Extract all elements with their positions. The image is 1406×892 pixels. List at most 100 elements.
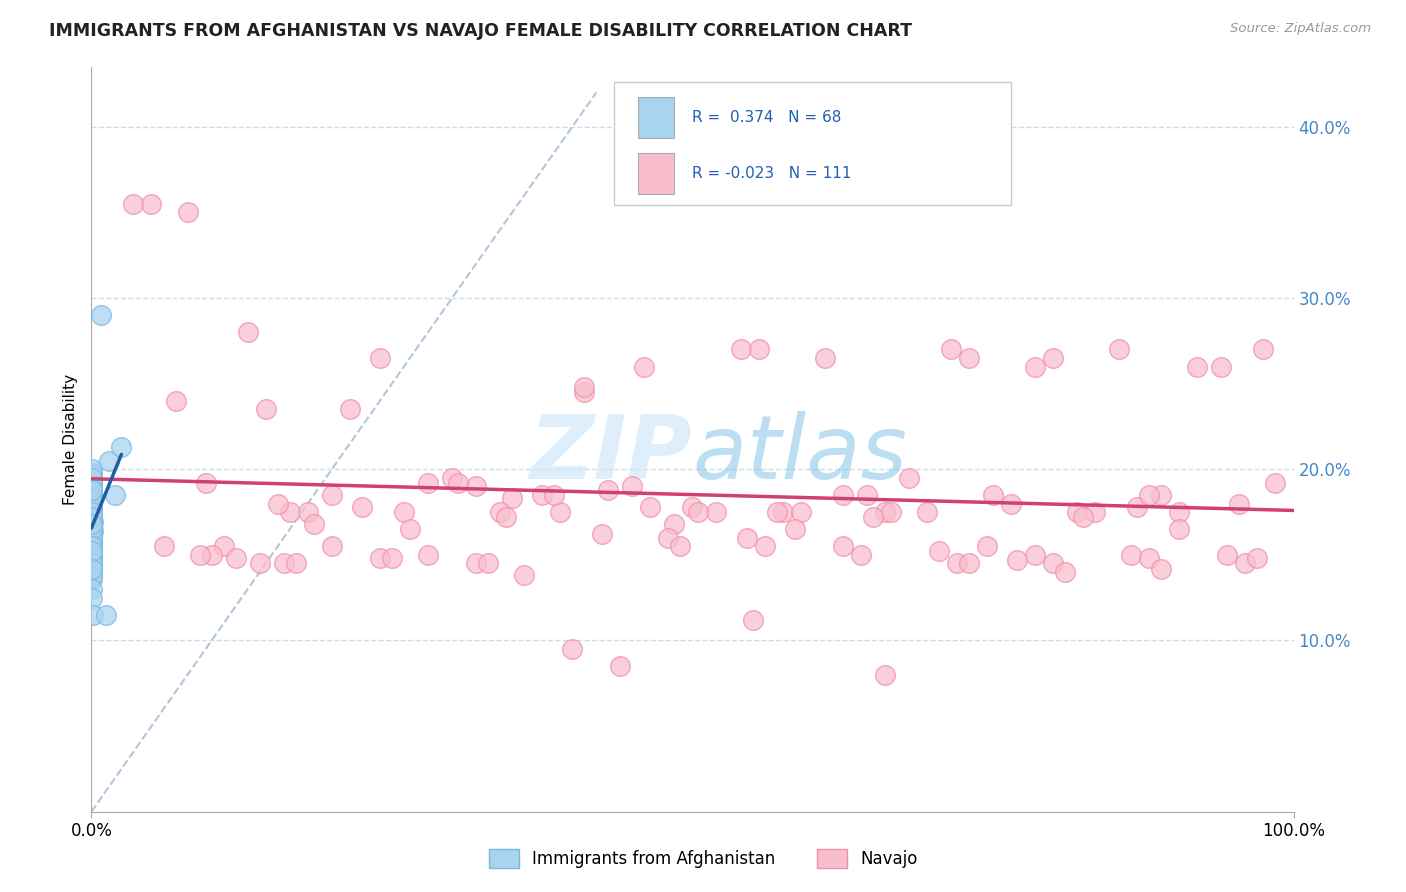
Point xyxy=(501,491,523,506)
Point xyxy=(80,488,103,502)
Point xyxy=(928,544,950,558)
Point xyxy=(188,548,211,562)
Point xyxy=(1071,510,1094,524)
Point xyxy=(1150,488,1173,502)
Point xyxy=(80,475,103,490)
Point xyxy=(82,496,104,510)
Point xyxy=(831,488,853,502)
Point xyxy=(873,667,896,681)
Point xyxy=(339,402,361,417)
Text: Source: ZipAtlas.com: Source: ZipAtlas.com xyxy=(1230,22,1371,36)
Point xyxy=(80,560,103,574)
Point xyxy=(82,582,104,596)
Point xyxy=(249,557,271,571)
Point xyxy=(657,531,679,545)
Point xyxy=(1054,565,1077,579)
Point xyxy=(880,505,903,519)
Point xyxy=(489,505,512,519)
Point xyxy=(669,539,692,553)
Point xyxy=(1229,496,1251,510)
Point xyxy=(681,500,703,514)
Bar xyxy=(638,96,675,137)
Point xyxy=(152,539,174,553)
Point xyxy=(1042,557,1064,571)
Point xyxy=(80,531,103,545)
Point xyxy=(80,536,103,550)
Point xyxy=(82,531,104,545)
Point xyxy=(80,546,103,560)
Text: R = -0.023   N = 111: R = -0.023 N = 111 xyxy=(692,166,852,180)
Bar xyxy=(638,153,675,194)
Point xyxy=(561,642,583,657)
Point xyxy=(141,197,163,211)
Point xyxy=(194,475,217,490)
Text: ZIP: ZIP xyxy=(530,410,692,498)
Point xyxy=(80,536,103,550)
Point xyxy=(321,488,343,502)
Point xyxy=(80,549,103,564)
Point xyxy=(201,548,224,562)
Point xyxy=(1005,553,1028,567)
Point xyxy=(465,479,488,493)
Point xyxy=(80,490,103,504)
Point xyxy=(783,522,806,536)
Point xyxy=(392,505,415,519)
Point xyxy=(82,510,104,524)
Point xyxy=(548,505,571,519)
Point xyxy=(1024,359,1046,374)
Point xyxy=(80,471,103,485)
Text: IMMIGRANTS FROM AFGHANISTAN VS NAVAJO FEMALE DISABILITY CORRELATION CHART: IMMIGRANTS FROM AFGHANISTAN VS NAVAJO FE… xyxy=(49,22,912,40)
Point xyxy=(1264,475,1286,490)
Point xyxy=(297,505,319,519)
Point xyxy=(513,568,536,582)
Point xyxy=(1168,505,1191,519)
Point xyxy=(94,607,117,622)
Point xyxy=(82,607,104,622)
Point xyxy=(957,557,980,571)
Point xyxy=(598,483,620,497)
Point xyxy=(165,393,187,408)
Point xyxy=(80,563,103,577)
Point xyxy=(80,473,103,487)
Point xyxy=(80,553,103,567)
Point xyxy=(82,498,104,512)
Point xyxy=(80,483,103,497)
Point xyxy=(278,505,301,519)
Point xyxy=(495,510,517,524)
Point xyxy=(981,488,1004,502)
Point xyxy=(1084,505,1107,519)
Point xyxy=(104,488,127,502)
Point xyxy=(946,557,969,571)
Point xyxy=(939,343,962,357)
Point xyxy=(82,505,104,519)
Point xyxy=(831,539,853,553)
Point xyxy=(814,351,837,365)
Point xyxy=(122,197,145,211)
Point xyxy=(80,534,103,549)
Point xyxy=(1024,548,1046,562)
Point xyxy=(416,548,439,562)
Point xyxy=(82,517,104,532)
Point xyxy=(633,359,655,374)
Point xyxy=(754,539,776,553)
Point xyxy=(897,471,920,485)
Point xyxy=(236,326,259,340)
Point xyxy=(273,557,295,571)
Point xyxy=(321,539,343,553)
Point xyxy=(82,486,104,500)
Point xyxy=(640,500,662,514)
Point xyxy=(1150,561,1173,575)
Point xyxy=(1121,548,1143,562)
Point xyxy=(574,380,596,394)
Point xyxy=(80,467,103,482)
Point xyxy=(1137,488,1160,502)
Point xyxy=(212,539,235,553)
Point xyxy=(80,541,103,555)
Point xyxy=(80,570,103,584)
Point xyxy=(82,518,104,533)
Point xyxy=(730,343,752,357)
Point xyxy=(531,488,554,502)
Point xyxy=(1253,343,1275,357)
Point xyxy=(82,500,104,514)
Point xyxy=(82,501,104,516)
